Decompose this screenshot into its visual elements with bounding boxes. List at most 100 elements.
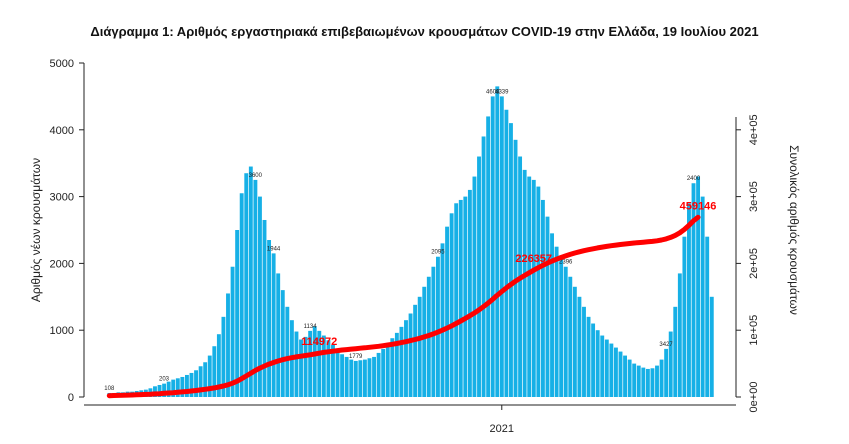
bar [340,354,345,397]
y2-tick-label: 3e+05 [748,181,760,212]
y-axis-label: Αριθμός νέων κρουσμάτων [29,158,43,302]
bar [203,362,208,397]
bar [582,306,586,397]
cumulative-label: 114972 [301,336,337,348]
bar [280,290,285,397]
bar [244,173,249,397]
y2-tick-label: 0e+00 [748,382,760,413]
bar [481,136,486,398]
bar [572,286,577,397]
bar [367,358,372,397]
bar [486,116,491,397]
bar [321,335,326,397]
bar-data-label: 3427 [659,342,673,348]
bar [527,176,532,397]
bar [540,199,545,397]
y-tick-label: 4000 [50,125,74,137]
bar [385,343,390,397]
bar [687,203,691,397]
bar [513,139,518,397]
bar [463,196,468,397]
bar [353,360,358,397]
bar [180,376,185,397]
bar [709,296,714,397]
bar [358,360,363,397]
bar [499,96,504,398]
cumulative-label: 459146 [680,200,717,212]
cumulative-label: 226357 [515,253,552,265]
bar [399,326,404,397]
bar [157,384,162,397]
bar-data-label: 1779 [349,354,363,360]
bar [390,338,395,397]
bar [586,316,591,397]
bar [445,226,450,397]
bar [198,366,203,397]
bar [650,368,655,397]
bar [636,365,641,397]
y2-tick-label: 4e+05 [748,114,760,145]
bar [673,306,678,397]
bar [253,179,258,397]
bar [331,344,335,397]
bar [449,213,454,397]
bar [522,169,527,397]
y-tick-label: 0 [68,392,74,404]
bar [655,365,659,397]
y2-axis-label: Συνολικός αριθμός κρουσμάτων [787,145,801,315]
bar [194,370,198,397]
bar [477,156,481,397]
bar-data-label: 2400 [687,176,701,182]
bar [545,216,550,397]
bar [609,343,614,397]
bar-data-label: 108 [104,386,115,392]
bar [349,359,354,397]
bar [212,346,217,397]
bar [312,326,317,397]
bar [417,296,422,397]
bar [568,276,573,397]
bar-data-label: 3600 [249,173,263,179]
bar [595,330,600,397]
bar [668,331,673,397]
bar [404,320,408,397]
bar-data-label: 1134 [304,324,318,330]
bar [162,383,167,397]
bar-data-label: 2396 [559,260,573,266]
bar [317,330,322,397]
bar [554,246,559,397]
bar [664,348,669,397]
bar [166,381,171,397]
bar [303,336,308,397]
bar-data-label: 1944 [267,246,281,252]
bar [563,266,568,397]
bar [696,176,701,397]
bar [623,355,627,397]
cumulative-line-series [106,214,701,399]
bar [262,219,267,397]
bar-data-label: 2095 [431,250,445,256]
bar [362,359,367,397]
bar [531,179,536,397]
bar [239,193,244,397]
bar [495,86,500,397]
bar [559,256,564,397]
bar [641,367,646,397]
bar [344,356,349,397]
bar [372,356,376,397]
axes: 0 1000 2000 3000 4000 5000 0e+00 1e+05 2e+05 3e+0… [29,58,801,435]
bar [235,230,240,397]
bar [627,359,632,397]
bar [267,240,272,397]
bar [591,323,596,397]
bar [271,253,276,397]
bar [189,372,194,397]
y-tick-label: 5000 [50,58,74,70]
bar [248,166,253,397]
bar [335,350,340,397]
bar [394,332,399,397]
bar [221,316,226,397]
bar [577,296,582,397]
